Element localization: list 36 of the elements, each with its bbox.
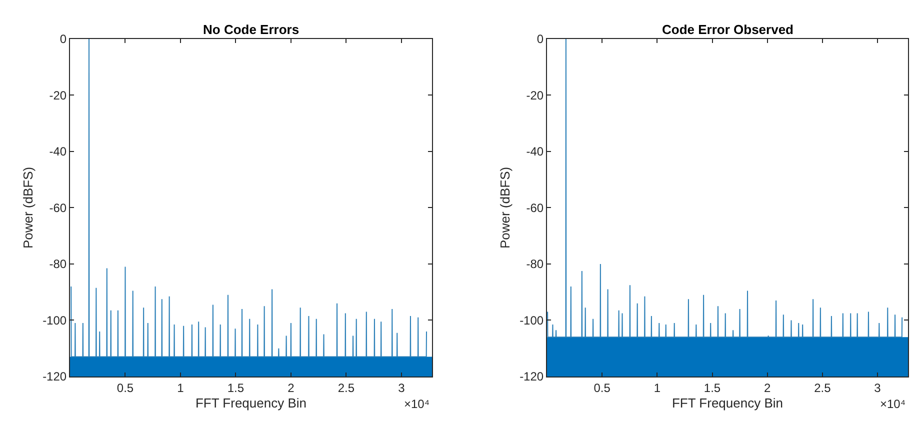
- text: ×10⁴: [404, 397, 430, 411]
- x-tick-label: 1: [654, 380, 661, 395]
- line-series: [547, 38, 903, 338]
- x-tick-label: 2.5: [338, 380, 355, 395]
- x-tick-label: 1.5: [227, 380, 244, 395]
- x-tick-label: 2.5: [814, 380, 832, 395]
- y-tick-label: -60: [49, 200, 67, 215]
- line-series: [70, 38, 427, 358]
- y-tick-label: 0: [60, 32, 67, 46]
- y-tick-label: -20: [526, 88, 544, 102]
- x-tick-label: 0.5: [116, 380, 134, 395]
- y-axis-title: Power (dBFS): [498, 166, 513, 249]
- y-tick-label: 0: [536, 32, 544, 46]
- text: ×10⁴: [880, 397, 906, 411]
- x-tick-label: 1.5: [704, 380, 721, 395]
- y-axis-title: Power (dBFS): [20, 166, 36, 249]
- y-tick-label: -40: [49, 144, 67, 159]
- y-tick-label: -80: [526, 257, 544, 272]
- chart-title: Code Error Observed: [662, 22, 794, 37]
- y-tick-label: -100: [42, 313, 67, 328]
- x-tick-label: 3: [398, 380, 406, 395]
- y-tick-label: -100: [520, 313, 544, 328]
- x-axis-title: FFT Frequency Bin: [672, 396, 784, 411]
- x-tick-label: 0.5: [594, 380, 611, 395]
- y-tick-label: -120: [42, 370, 67, 384]
- y-tick-label: -20: [49, 88, 67, 102]
- y-tick-label: -40: [526, 144, 544, 159]
- chart-title: No Code Errors: [203, 22, 300, 37]
- x-tick-label: 2: [764, 380, 771, 395]
- x-axis-title: FFT Frequency Bin: [195, 396, 307, 411]
- y-tick-label: -60: [526, 200, 544, 215]
- y-tick-label: -80: [49, 257, 67, 272]
- x-tick-label: 1: [177, 380, 184, 395]
- x-tick-label: 2: [288, 380, 295, 395]
- y-tick-label: -120: [520, 370, 544, 384]
- x-tick-label: 3: [874, 380, 882, 395]
